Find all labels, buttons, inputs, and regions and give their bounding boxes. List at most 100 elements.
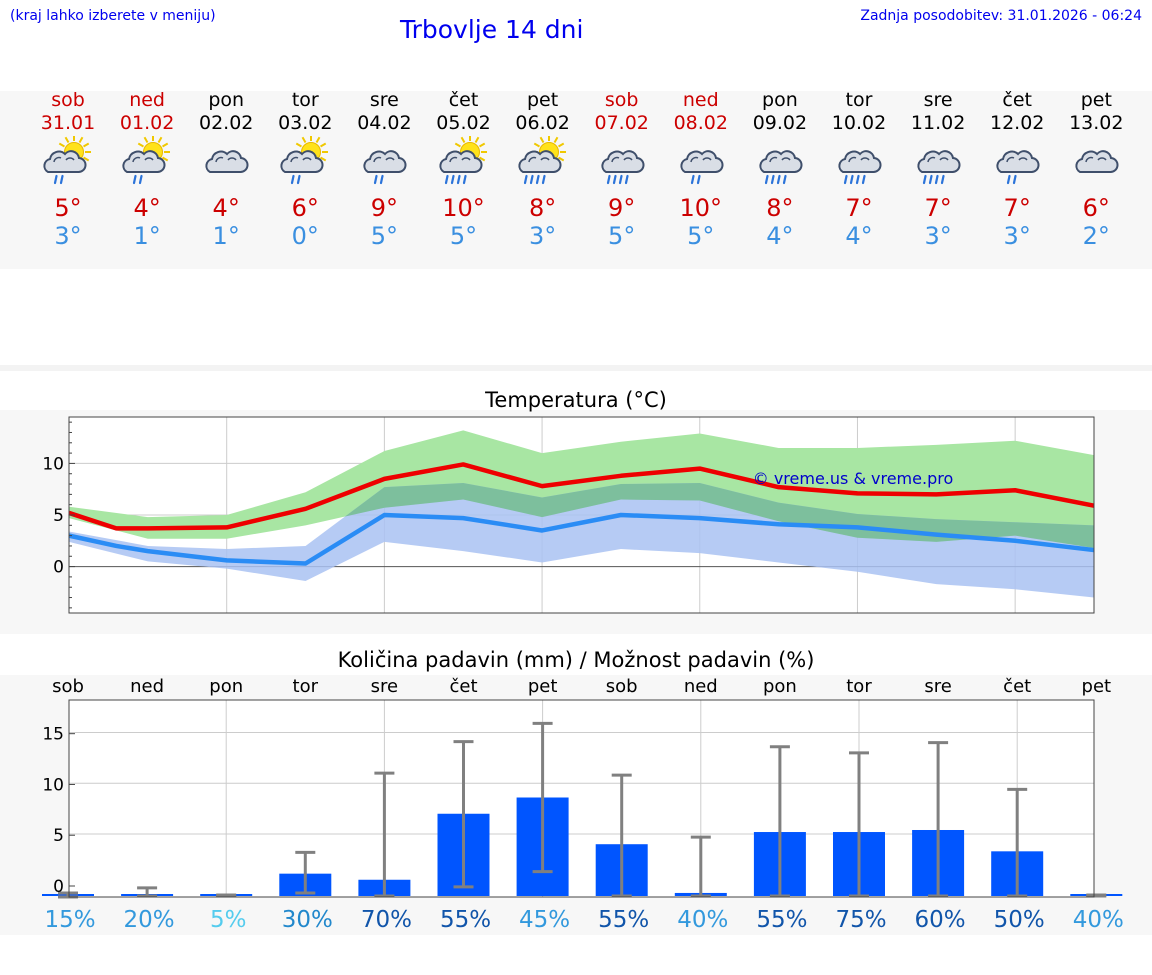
y-tick-label: 0 (53, 877, 64, 897)
forecast-high-temp: 9° (608, 194, 636, 222)
forecast-day: čet 12.02 7° 3° (977, 88, 1057, 250)
plot-frame (68, 699, 1095, 898)
forecast-day: sob 31.01 5° 3° (28, 88, 108, 250)
forecast-high-temp: 10° (679, 194, 723, 222)
probability-label: 15% (44, 907, 95, 933)
forecast-date: 02.02 (198, 112, 254, 134)
forecast-low-temp: 3° (1003, 222, 1031, 250)
sun-cloud-heavy-rain-icon (438, 136, 487, 185)
day-label: sob (52, 676, 84, 697)
forecast-day-name: sob (51, 89, 85, 111)
temperature-chart-title: Temperatura (°C) (485, 388, 667, 412)
day-label: pon (763, 676, 797, 697)
forecast-high-temp: 8° (528, 194, 557, 222)
forecast-day: sre 11.02 7° 3° (898, 88, 978, 250)
day-label: pet (528, 676, 558, 697)
forecast-day-name: čet (448, 89, 479, 111)
forecast-date: 12.02 (989, 112, 1045, 134)
forecast-high-temp: 8° (766, 194, 794, 222)
y-tick-label: 10 (42, 775, 64, 795)
y-tick-label: 10 (42, 454, 64, 474)
probability-label: 60% (915, 907, 966, 933)
max-temp-line (68, 462, 1095, 531)
probability-label: 45% (519, 907, 570, 933)
forecast-day: tor 03.02 6° 0° (265, 88, 345, 250)
cloud-rain-icon (680, 150, 724, 185)
location-hint[interactable]: (kraj lahko izberete v meniju) (10, 8, 216, 24)
y-tick-label: 5 (53, 826, 64, 846)
forecast-day-name: sob (604, 89, 639, 111)
forecast-day-name: ned (129, 89, 165, 111)
temperature-chart: 0 5 10 © vreme.us & vreme.pro (42, 416, 1095, 614)
forecast-low-temp: 5° (687, 222, 715, 250)
last-update: Zadnja posodobitev: 31.01.2026 - 06:24 (860, 8, 1142, 24)
forecast-day-name: pet (526, 89, 559, 111)
forecast-day: sre 04.02 9° 5° (344, 88, 424, 250)
forecast-date: 13.02 (1069, 112, 1124, 134)
day-label: ned (130, 676, 164, 697)
forecast-day-name: pon (208, 89, 245, 111)
cloud-heavy-rain-icon (759, 150, 803, 185)
forecast-high-temp: 4° (133, 194, 161, 222)
forecast-date: 08.02 (673, 112, 728, 134)
forecast-day: sob 07.02 9° 5° (582, 88, 662, 250)
forecast-day-name: tor (291, 89, 319, 111)
forecast-low-temp: 4° (845, 222, 873, 250)
cloud-rain-icon (363, 150, 407, 185)
forecast-low-temp: 1° (212, 222, 240, 250)
forecast-low-temp: 1° (133, 222, 161, 250)
probability-label: 70% (361, 907, 412, 933)
probability-label: 55% (440, 907, 491, 933)
cloud-heavy-rain-icon (917, 150, 961, 185)
sun-cloud-rain-icon (280, 136, 329, 185)
probability-label: 40% (677, 907, 728, 933)
forecast-day-name: čet (1002, 89, 1032, 111)
day-label: tor (293, 676, 319, 697)
forecast-band (0, 91, 1152, 269)
page-title: Trbovlje 14 dni (400, 15, 584, 44)
y-tick-label: 5 (53, 506, 64, 526)
forecast-day: pet 06.02 8° 3° (503, 88, 583, 250)
forecast-day: ned 08.02 10° 5° (661, 88, 741, 250)
forecast-day: pon 02.02 4° 1° (186, 88, 266, 250)
probability-label: 55% (598, 907, 649, 933)
probability-label: 40% (1073, 907, 1124, 933)
y-tick-label: 15 (42, 725, 64, 745)
day-label: čet (449, 676, 477, 697)
forecast-low-temp: 3° (528, 222, 557, 250)
y-tick-label: 0 (53, 558, 64, 578)
precipitation-chart: sob ned pon tor sre čet pet sob ned pon tor sre čet p… (42, 676, 1124, 933)
forecast-low-temp: 2° (1082, 222, 1110, 250)
day-label: ned (684, 676, 718, 697)
forecast-date: 06.02 (515, 112, 570, 134)
forecast-day-name: tor (845, 89, 873, 111)
precipitation-chart-title: Količina padavin (mm) / Možnost padavin … (337, 648, 815, 672)
min-temp-line (68, 512, 1095, 566)
watermark: © vreme.us & vreme.pro (753, 469, 954, 488)
forecast-high-temp: 6° (1082, 194, 1110, 222)
cloud-icon (205, 150, 249, 173)
forecast-high-temp: 5° (54, 194, 82, 222)
forecast-high-temp: 9° (370, 194, 399, 222)
forecast-date: 09.02 (752, 112, 808, 134)
forecast-date: 05.02 (436, 112, 491, 134)
probability-label: 30% (282, 907, 333, 933)
forecast-low-temp: 5° (370, 222, 399, 250)
probability-label: 55% (756, 907, 807, 933)
sun-cloud-rain-icon (122, 136, 171, 185)
forecast-date: 04.02 (357, 112, 412, 134)
forecast-high-temp: 10° (442, 194, 485, 222)
probability-label: 5% (210, 907, 247, 933)
forecast-high-temp: 7° (1003, 194, 1031, 222)
forecast-low-temp: 3° (54, 222, 82, 250)
forecast-day: pet 13.02 6° 2° (1056, 88, 1136, 250)
forecast-low-temp: 0° (291, 222, 319, 250)
forecast-date: 31.01 (40, 112, 96, 134)
cloud-heavy-rain-icon (838, 150, 882, 185)
probability-label: 50% (994, 907, 1045, 933)
day-label: sre (371, 676, 398, 697)
forecast-day-name: sre (369, 89, 399, 111)
forecast-date: 07.02 (594, 112, 649, 134)
forecast-low-temp: 3° (924, 222, 952, 250)
forecast-high-temp: 6° (291, 194, 319, 222)
